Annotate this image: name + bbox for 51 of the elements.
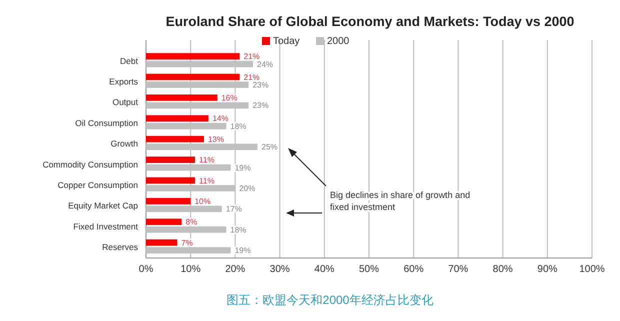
data-label: 11% — [199, 156, 214, 165]
x-tick-label: 90% — [537, 264, 558, 275]
legend-label: 2000 — [327, 36, 350, 47]
data-label: 10% — [194, 196, 211, 206]
bar — [146, 177, 196, 184]
y-tick-label: Copper Consumption — [58, 180, 138, 190]
y-tick-label: Exports — [109, 76, 138, 87]
bar — [146, 115, 208, 122]
data-label: 21% — [244, 72, 260, 82]
bar — [146, 53, 240, 60]
data-label: 14% — [212, 114, 228, 124]
y-tick-label: Oil Consumption — [75, 118, 138, 128]
x-tick-label: 10% — [180, 264, 201, 275]
bar — [146, 94, 218, 101]
data-label: 25% — [262, 142, 278, 152]
bar — [146, 156, 196, 163]
bar — [146, 198, 191, 204]
y-tick-label: Reserves — [102, 242, 138, 252]
x-tick-label: 70% — [448, 264, 468, 275]
data-label: 11% — [199, 176, 214, 186]
y-tick-label: Fixed Investment — [73, 221, 139, 232]
x-tick-label: 20% — [225, 264, 246, 275]
data-label: 21% — [244, 52, 260, 62]
data-label: 23% — [252, 80, 269, 90]
x-tick-label: 100% — [579, 264, 605, 275]
chart-title: Euroland Share of Global Economy and Markets: Today vs 2000 — [166, 14, 574, 29]
bar — [146, 218, 182, 226]
data-label: 20% — [239, 184, 256, 194]
annotation: Big declines in share of growth and fixed investment — [330, 190, 470, 212]
x-tick-label: 50% — [358, 264, 380, 275]
x-tick-label: 40% — [314, 264, 335, 275]
y-tick-label: Equity Market Cap — [68, 200, 138, 211]
y-tick-label: Commodity Consumption — [42, 159, 138, 170]
data-label: 24% — [257, 60, 274, 69]
bar — [146, 239, 178, 246]
y-tick-label: Debt — [120, 56, 139, 66]
data-label: 13% — [208, 134, 224, 144]
x-tick-label: 60% — [404, 264, 424, 275]
x-tick-label: 0% — [138, 264, 154, 275]
text: 图五：欧盟今天和2000年经济占比变化 — [226, 293, 434, 307]
data-label: 8% — [186, 218, 198, 227]
data-label: 23% — [252, 101, 269, 110]
data-label: 16% — [221, 93, 238, 102]
bar — [146, 136, 204, 142]
bar — [146, 74, 240, 80]
legend-label: Today — [273, 36, 300, 47]
x-tick-label: 30% — [270, 264, 290, 275]
x-tick-label: 80% — [492, 264, 513, 275]
y-tick-label: Output — [112, 97, 139, 108]
y-tick-label: Growth — [110, 138, 138, 149]
data-label: 7% — [181, 238, 193, 248]
